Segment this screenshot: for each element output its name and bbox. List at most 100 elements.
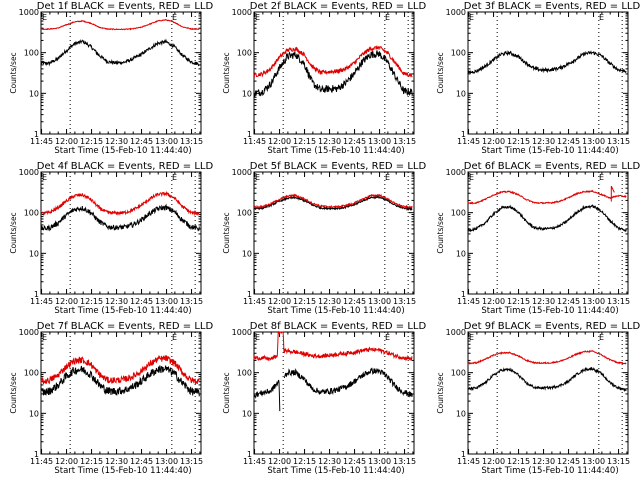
plot-title: Det 3f BLACK = Events, RED = LLD [464,1,640,12]
x-tick-label: 12:30 [318,457,341,466]
y-tick-label: 1000 [19,168,39,177]
event-marker: E [469,13,474,22]
x-tick-label: 12:30 [105,297,128,306]
x-tick-label: 12:15 [80,137,103,146]
y-axis-label: Counts/sec [9,52,18,93]
x-tick-label: 12:15 [507,457,530,466]
detector-plot-7f: Det 7f BLACK = Events, RED = LLD 1 10 100 10… [9,321,213,476]
x-tick-label: 11:45 [243,137,266,146]
x-tick-label: 13:00 [155,297,178,306]
x-tick-label: 12:30 [532,297,555,306]
x-axis-label: Start Time (15-Feb-10 11:44:40) [267,306,404,316]
y-tick-label: 10 [242,249,252,258]
x-axis-label: Start Time (15-Feb-10 11:44:40) [267,146,404,156]
x-tick-label: 12:00 [482,297,505,306]
plot-title: Det 9f BLACK = Events, RED = LLD [464,321,640,332]
x-tick-label: 12:00 [268,457,291,466]
event-marker: E [172,333,177,342]
y-axis-label: Counts/sec [436,212,445,253]
x-axis-label: Start Time (15-Feb-10 11:44:40) [481,306,618,316]
x-axis-label: Start Time (15-Feb-10 11:44:40) [267,466,404,476]
x-tick-label: 12:15 [293,457,316,466]
y-tick-label: 10 [29,409,39,418]
y-tick-label: 1000 [19,328,39,337]
series-lld-line [40,355,200,385]
x-tick-label: 13:15 [180,457,203,466]
x-tick-label: 12:30 [318,297,341,306]
series-events-line [467,366,627,392]
y-tick-label: 1000 [232,168,252,177]
x-tick-label: 12:15 [80,457,103,466]
x-tick-label: 13:00 [368,457,391,466]
x-tick-label: 12:15 [507,137,530,146]
x-tick-label: 12:15 [293,137,316,146]
x-tick-label: 11:45 [30,137,53,146]
plot-title: Det 4f BLACK = Events, RED = LLD [37,161,214,172]
event-marker: E [255,173,260,182]
x-tick-label: 12:30 [318,137,341,146]
y-tick-label: 1 [247,130,252,139]
plot-frame [253,331,415,455]
y-axis-label: Counts/sec [222,372,231,413]
x-tick-label: 12:00 [268,297,291,306]
y-tick-label: 1 [461,290,466,299]
event-marker: E [172,173,177,182]
event-marker: E [172,13,177,22]
detector-plot-4f: Det 4f BLACK = Events, RED = LLD 1 10 100 10… [9,161,213,316]
plot-title: Det 6f BLACK = Events, RED = LLD [464,161,640,172]
plot-title: Det 8f BLACK = Events, RED = LLD [250,321,427,332]
plot-frame [467,331,629,455]
event-marker: E [385,173,390,182]
y-axis-label: Counts/sec [222,52,231,93]
y-axis-label: Counts/sec [222,212,231,253]
detector-plot-9f: Det 9f BLACK = Events, RED = LLD 1 10 100 10… [436,321,640,476]
y-tick-label: 100 [24,49,39,58]
y-tick-label: 10 [456,89,466,98]
y-tick-label: 1000 [446,8,466,17]
y-tick-label: 1000 [446,168,466,177]
series-events-line [40,38,200,67]
event-marker: E [599,173,604,182]
y-tick-label: 1000 [232,8,252,17]
detector-plot-5f: Det 5f BLACK = Events, RED = LLD 1 10 100 10… [222,161,426,316]
x-tick-label: 12:15 [80,297,103,306]
x-tick-label: 11:45 [243,297,266,306]
y-tick-label: 10 [29,249,39,258]
plot-frame [40,331,202,455]
plot-frame [467,11,629,135]
x-tick-label: 12:45 [130,297,153,306]
series-lld-line [253,193,413,210]
series-events-line [467,204,627,233]
x-axis-label: Start Time (15-Feb-10 11:44:40) [54,146,191,156]
x-tick-label: 13:15 [607,457,630,466]
x-tick-label: 11:45 [457,137,480,146]
x-tick-label: 13:00 [368,137,391,146]
plot-frame [467,171,629,295]
plot-frame [40,11,202,135]
series-lld-line [467,185,627,205]
x-tick-label: 13:15 [393,457,416,466]
event-marker: E [385,333,390,342]
x-tick-label: 11:45 [243,457,266,466]
y-tick-label: 10 [242,409,252,418]
event-marker: E [42,173,47,182]
x-tick-label: 13:00 [582,457,605,466]
x-tick-label: 12:00 [55,137,78,146]
x-tick-label: 12:45 [343,457,366,466]
x-tick-label: 13:15 [607,297,630,306]
plot-title: Det 7f BLACK = Events, RED = LLD [37,321,214,332]
series-events-line [40,203,200,232]
x-tick-label: 13:00 [368,297,391,306]
y-axis-label: Counts/sec [9,212,18,253]
x-axis-label: Start Time (15-Feb-10 11:44:40) [54,466,191,476]
event-marker: E [469,173,474,182]
series-lld-line [40,18,200,31]
plot-frame [40,171,202,295]
x-tick-label: 13:15 [393,137,416,146]
x-tick-label: 12:00 [482,457,505,466]
x-tick-label: 12:45 [130,137,153,146]
y-tick-label: 100 [451,209,466,218]
detector-plot-6f: Det 6f BLACK = Events, RED = LLD 1 10 100 10… [436,161,640,316]
x-axis-label: Start Time (15-Feb-10 11:44:40) [481,466,618,476]
